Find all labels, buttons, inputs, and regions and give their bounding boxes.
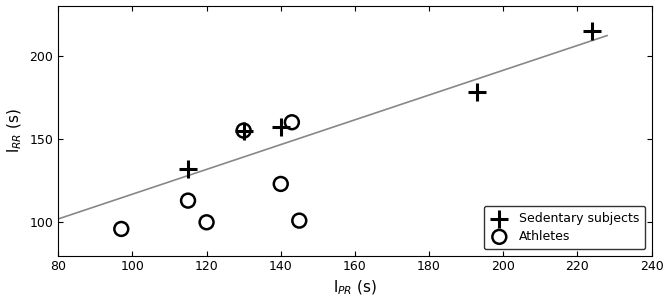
Athletes [183, 198, 193, 203]
X-axis label: l$_{PR}$ (s): l$_{PR}$ (s) [333, 279, 377, 298]
Athletes [116, 227, 126, 231]
Legend: Sedentary subjects, Athletes: Sedentary subjects, Athletes [484, 206, 646, 249]
Sedentary subjects [587, 28, 597, 33]
Y-axis label: l$_{RR}$ (s): l$_{RR}$ (s) [5, 108, 24, 153]
Athletes [286, 120, 297, 125]
Athletes [294, 218, 304, 223]
Athletes [276, 181, 286, 186]
Sedentary subjects [238, 128, 249, 133]
Sedentary subjects [183, 167, 193, 171]
Sedentary subjects [276, 125, 286, 130]
Athletes [201, 220, 212, 225]
Athletes [238, 128, 249, 133]
Sedentary subjects [472, 90, 482, 95]
